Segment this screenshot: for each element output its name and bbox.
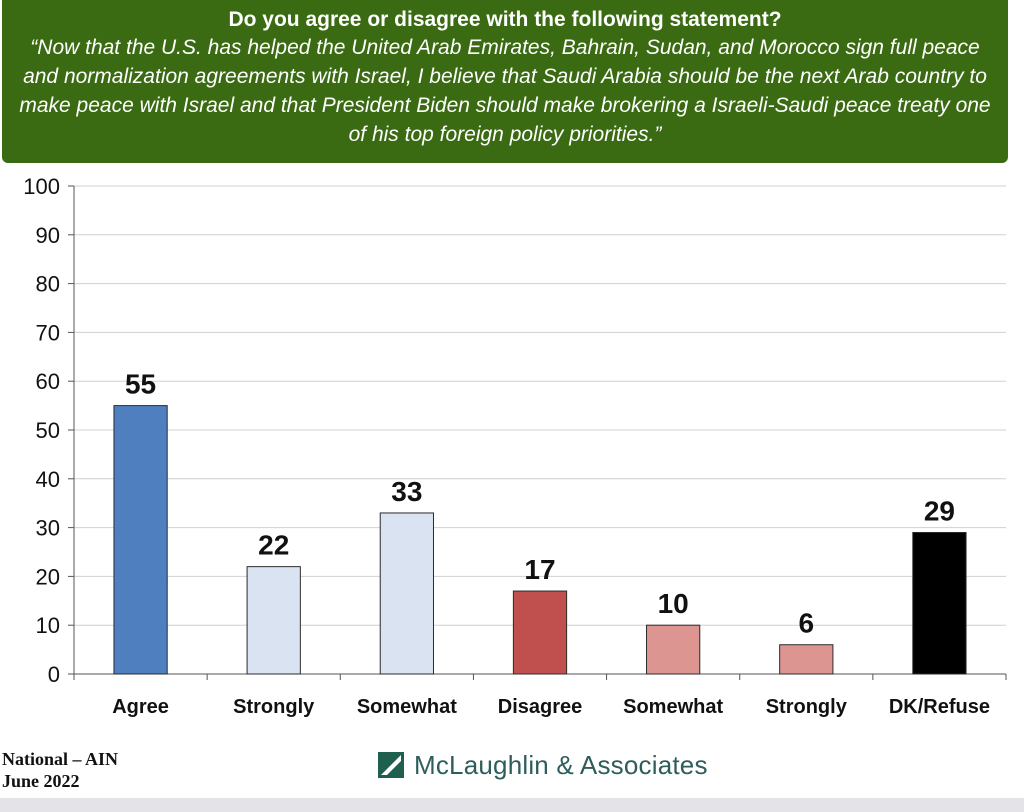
y-tick-label: 20 [36,564,60,589]
bar-dk-refuse-6 [912,531,967,675]
data-label: 29 [924,495,955,526]
bar-agree-0 [113,405,168,675]
x-tick-label: Strongly [233,696,315,718]
x-tick-label: Agree [112,696,169,718]
x-tick-label: Strongly [766,696,848,718]
source-line-2: June 2022 [2,771,80,791]
y-tick-label: 80 [36,272,60,297]
gridlines [74,185,1006,626]
company-logo: McLaughlin & Associates [378,748,708,782]
question-header: Do you agree or disagree with the follow… [2,0,1008,163]
bar-somewhat-2 [379,512,434,675]
data-label: 22 [258,530,289,561]
x-axis: Agree Strongly Somewhat Disagree Somewhat Str… [112,696,990,718]
y-tick-label: 90 [36,223,60,248]
source-line-1: National – AIN [2,749,119,769]
source-note: National – AIN June 2022 [2,748,118,792]
question-title: Do you agree or disagree with the follow… [228,8,782,31]
data-label: 17 [524,554,555,585]
data-label: 10 [658,588,689,619]
bar-chart: 0 10 20 30 40 50 60 70 80 90 100 55 22 33 17 10 6 29 Agr… [23,174,1007,718]
x-tick-label: Somewhat [357,696,457,718]
y-tick-label: 30 [36,516,60,541]
data-labels: 55 22 33 17 10 6 29 [125,369,955,639]
x-tick-label: Disagree [498,696,583,718]
y-tick-label: 0 [48,662,60,687]
y-tick-label: 60 [36,369,60,394]
x-tick-label: DK/Refuse [889,696,990,718]
statement-text: “Now that the U.S. has helped the United… [19,36,991,146]
bar-somewhat-4 [646,624,701,675]
y-axis: 0 10 20 30 40 50 60 70 80 90 100 [23,174,1007,687]
bar-strongly-1 [246,566,301,675]
mclaughlin-logo-icon [378,752,404,778]
x-tick-label: Somewhat [623,696,723,718]
bar-disagree-3 [512,590,568,675]
logo-text: McLaughlin & Associates [414,749,708,780]
y-tick-label: 70 [36,320,60,345]
y-tick-label: 10 [36,613,60,638]
bottom-strip [0,798,1024,812]
data-label: 6 [798,608,814,639]
y-tick-label: 40 [36,467,60,492]
y-tick-label: 100 [23,174,60,199]
data-label: 33 [391,476,422,507]
bars [113,405,967,675]
y-tick-label: 50 [36,418,60,443]
data-label: 55 [125,369,156,400]
bar-strongly-5 [779,644,834,675]
